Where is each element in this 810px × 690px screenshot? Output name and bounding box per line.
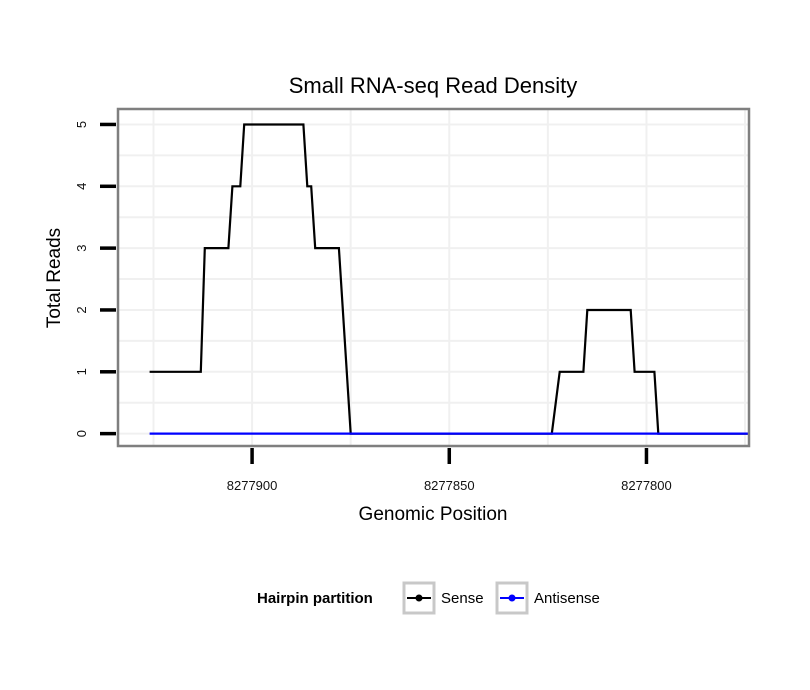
x-tick-label: 8277850 [424,478,475,493]
y-tick-label: 5 [74,121,89,128]
y-tick-label: 2 [74,306,89,313]
x-tick-label: 8277800 [621,478,672,493]
legend-item-antisense: Antisense [495,581,600,615]
y-tick-label: 3 [74,245,89,252]
legend: Hairpin partition Sense Antisense [257,581,600,615]
x-tick-label: 8277900 [227,478,278,493]
series-layer [149,123,749,435]
y-tick-label: 4 [74,183,89,190]
x-axis-ticks: 8277900 8277850 8277800 [227,448,672,493]
grid-lines [118,109,749,446]
y-axis-ticks: 0 1 2 3 4 5 [74,121,116,437]
legend-title: Hairpin partition [257,590,373,607]
series-line-sense [149,123,749,435]
legend-label-sense: Sense [441,590,484,607]
plot-panel [118,109,749,446]
y-tick-label: 0 [74,430,89,437]
legend-item-sense: Sense [402,581,484,615]
x-axis-label: Genomic Position [359,504,508,525]
chart-title: Small RNA-seq Read Density [289,73,578,98]
y-tick-label: 1 [74,368,89,375]
plot-border [116,107,751,448]
legend-items: Sense Antisense [402,581,600,615]
y-axis-label: Total Reads [44,228,65,328]
legend-label-antisense: Antisense [534,590,600,607]
legend-key-marker [508,594,516,602]
legend-key-marker [415,594,423,602]
